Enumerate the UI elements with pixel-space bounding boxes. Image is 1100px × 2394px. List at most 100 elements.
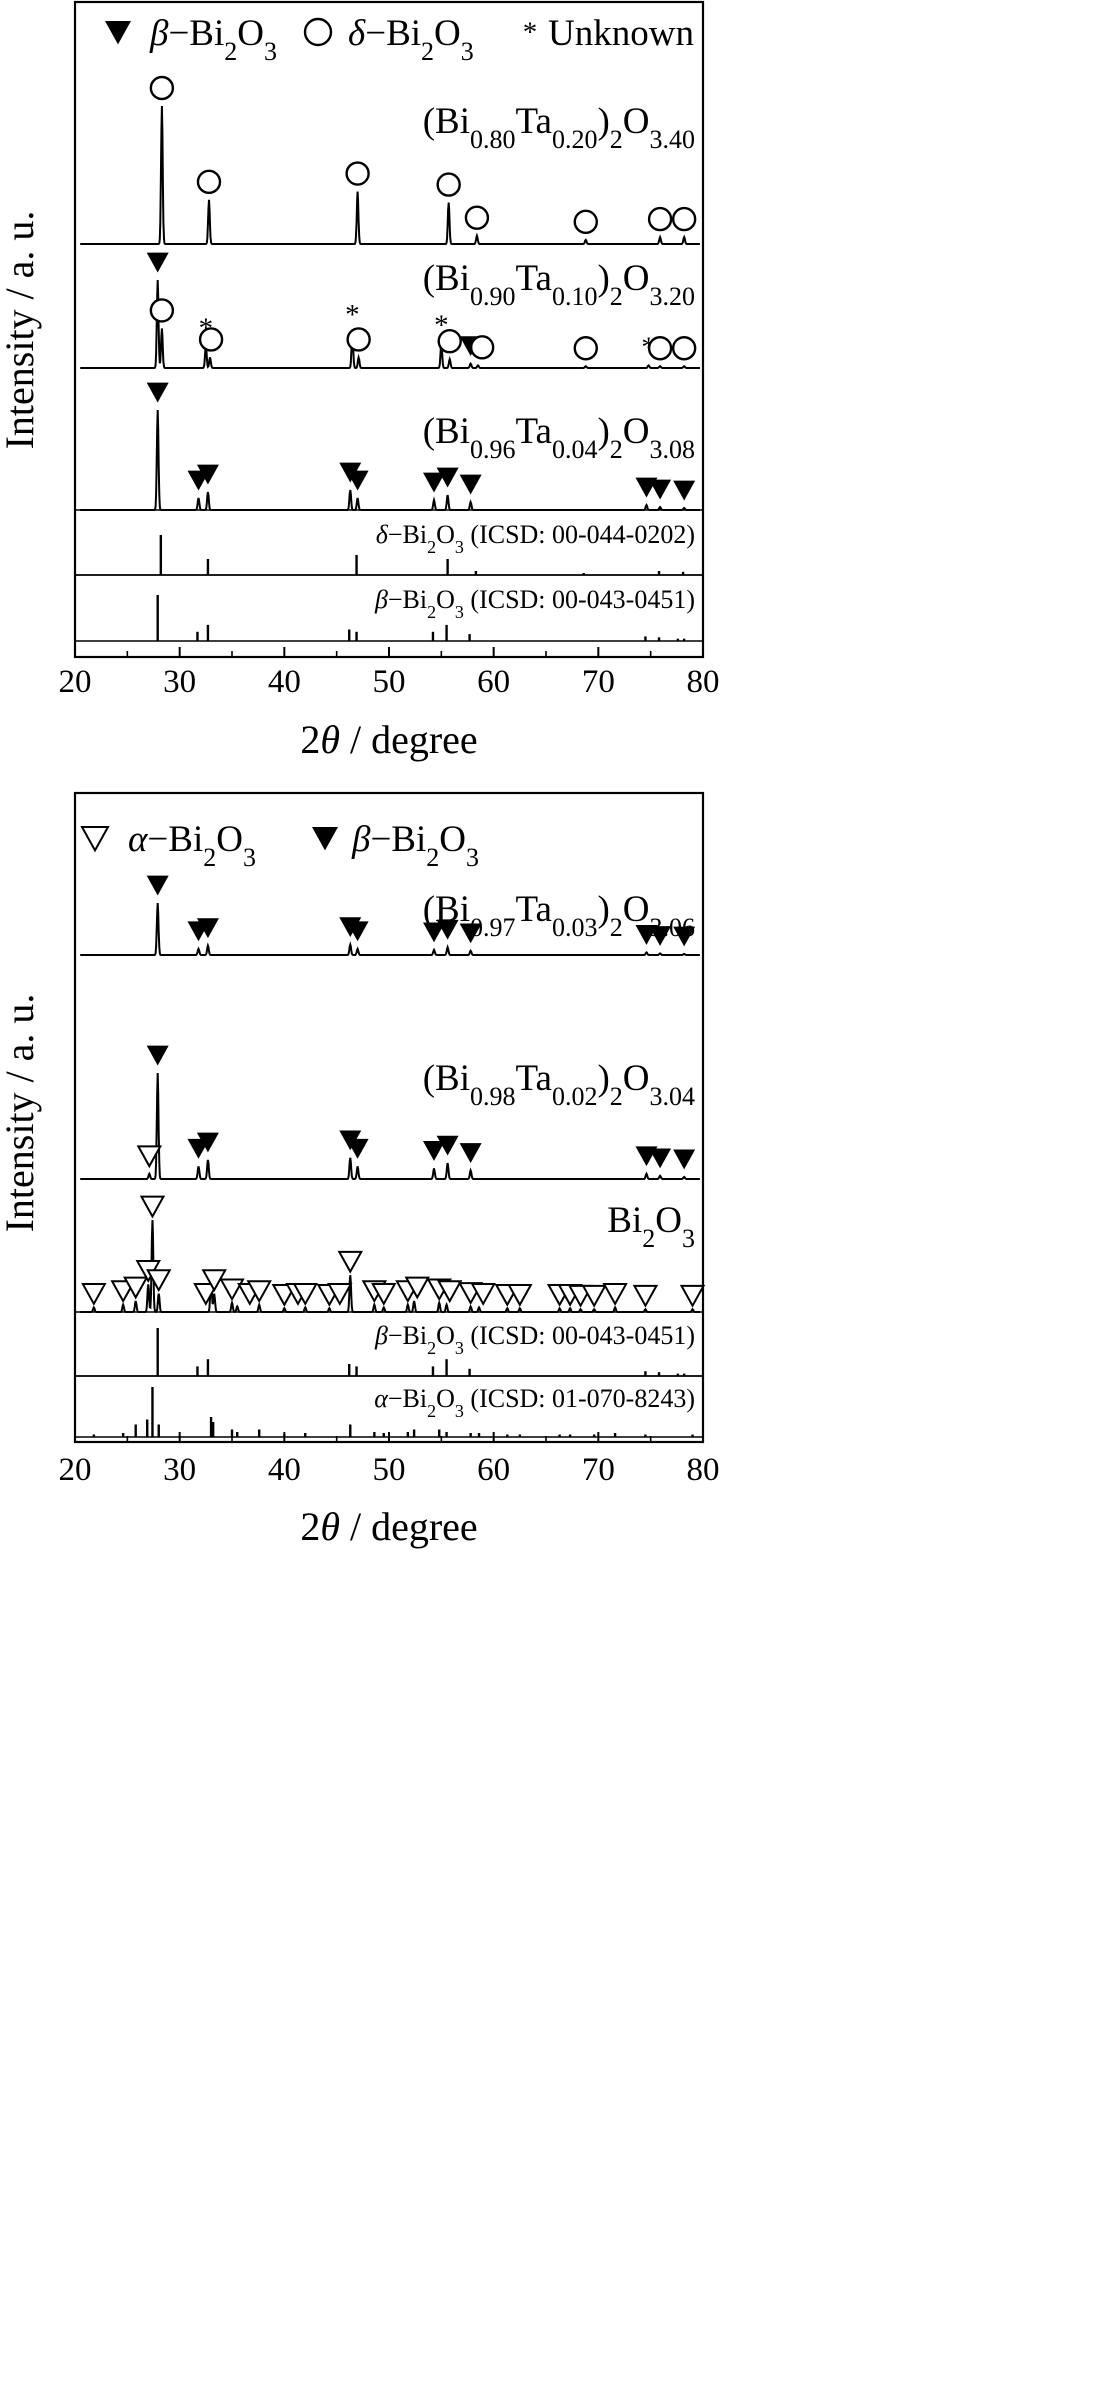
panel-1-pattern-2-marker-14	[671, 336, 697, 361]
panel-2-pattern-3-marker-16	[327, 1283, 353, 1306]
panel-1-pattern-1-marker-3	[345, 161, 370, 186]
panel-2-pattern-3-marker-11	[246, 1280, 272, 1304]
panel-2-pattern-1-marker-1	[146, 875, 169, 896]
panel-1-pattern-1-marker-2	[196, 169, 222, 195]
panel-1-series-label-3: (Bi0.96Ta0.04)2O3.08	[423, 411, 695, 464]
panel-2-pattern-3-marker-31	[581, 1284, 607, 1308]
panel-1-legend-marker-1	[105, 20, 131, 45]
panel-2-xtick-label-7: 80	[687, 1452, 720, 1488]
panel-1-pattern-1-marker-7	[647, 206, 673, 232]
panel-2-series-label-2: (Bi0.98Ta0.02)2O3.04	[423, 1058, 695, 1111]
panel-2-legend-marker-1	[80, 825, 110, 853]
panel-1-pattern-1-marker-8	[671, 206, 697, 232]
panel-2-legend-label-1: α−Bi2O3	[128, 819, 256, 872]
panel-2-pattern-3-marker-1	[81, 1283, 107, 1306]
panel-2-pattern-1-marker-10	[649, 926, 672, 946]
panel-1-pattern-2-marker-11	[573, 336, 598, 361]
panel-1-pattern-2-marker-10	[469, 335, 495, 360]
panel-2-pattern-1-marker-6	[423, 922, 446, 943]
panel-2-legend-marker-2	[312, 826, 338, 851]
panel-2-pattern-3-marker-5	[139, 1195, 166, 1219]
panel-1-pattern-1	[80, 105, 700, 245]
panel-2-pattern-3	[80, 1219, 700, 1313]
panel-2-pattern-1-marker-7	[436, 919, 459, 940]
panel-1-pattern-1-marker-5	[464, 205, 490, 230]
panel-2-legend-label-2: β−Bi2O3	[351, 819, 479, 872]
panel-2-pattern-3-marker-8	[201, 1269, 227, 1293]
panel-1-pattern-3-marker-7	[436, 467, 459, 488]
panel-2-pattern-3-marker-3	[123, 1276, 149, 1300]
panel-1-series-label-1: (Bi0.80Ta0.20)2O3.40	[423, 101, 695, 154]
panel-2-series-label-3: Bi2O3	[607, 1200, 695, 1253]
panel-2-pattern-3-marker-27	[507, 1283, 533, 1307]
panel-1-xtick-label-3: 40	[268, 664, 301, 700]
panel-2-pattern-2-marker-2	[146, 1045, 169, 1066]
panel-2-pattern-3-marker-14	[292, 1283, 318, 1306]
panel-2-pattern-3-marker-7	[193, 1283, 219, 1306]
panel-1-pattern-1-marker-6	[573, 209, 598, 235]
panel-2-pattern-2-marker-7	[423, 1141, 446, 1161]
panel-1-pattern-1-marker-1	[149, 75, 175, 101]
panel-2-pattern-2-marker-12	[673, 1149, 696, 1170]
panel-2-pattern-2-marker-9	[459, 1143, 482, 1163]
panel-1-pattern-3-marker-5	[346, 470, 369, 491]
panel-2-pattern-1-marker-5	[346, 921, 369, 942]
panel-1-pattern-2-marker-5: *	[345, 299, 360, 331]
panel-2-pattern-1	[80, 902, 700, 956]
panel-2-pattern-2-marker-4	[196, 1132, 219, 1153]
panel-2-pattern-3-marker-6	[146, 1269, 172, 1293]
panel-2-pattern-1-marker-3	[196, 918, 219, 939]
panel-1-ref-2-label: β−Bi2O3 (ICSD: 00-043-0451)	[374, 585, 695, 622]
panel-1-legend-marker-2	[303, 17, 333, 47]
panel-2-pattern-3-marker-21	[404, 1276, 430, 1300]
panel-1-pattern-2-marker-1	[146, 252, 169, 273]
panel-2-ref-2-label: α−Bi2O3 (ICSD: 01-070-8243)	[374, 1384, 695, 1421]
panel-1-pattern-2-marker-6	[346, 327, 371, 352]
panel-1-pattern-2-marker-2	[149, 298, 175, 323]
panel-2-pattern-3-marker-17	[337, 1250, 363, 1274]
panel-2-xtick-label-3: 40	[268, 1452, 301, 1488]
panel-1-x-axis-label: 2θ / degree	[300, 717, 477, 762]
panel-1-series-label-2: (Bi0.90Ta0.10)2O3.20	[423, 258, 695, 311]
panel-2-pattern-3-marker-34	[679, 1284, 706, 1308]
panel-1-xtick-label-2: 30	[163, 664, 196, 700]
panel-1-pattern-2-marker-8	[437, 329, 462, 354]
panel-1-legend-label-2: δ−Bi2O3	[348, 13, 474, 66]
panel-2-y-axis-label: Intensity / a. u.	[0, 994, 42, 1233]
panel-1-y-axis-label: Intensity / a. u.	[0, 211, 42, 450]
panel-2-pattern-3-marker-23	[437, 1280, 463, 1304]
panel-1-pattern-3-marker-11	[673, 480, 696, 501]
panel-1-xtick-label-6: 70	[582, 664, 615, 700]
panel-2-x-axis-label: 2θ / degree	[300, 1504, 477, 1549]
panel-1-pattern-3-marker-6	[423, 472, 446, 493]
panel-2-pattern-2-marker-8	[436, 1135, 459, 1156]
panel-1-pattern-3-marker-1	[146, 382, 169, 403]
panel-1-pattern-2-marker-4	[198, 327, 224, 352]
panel-2-xtick-label-1: 20	[59, 1452, 92, 1488]
panel-1-pattern-3	[80, 409, 700, 511]
panel-2-xtick-label-6: 70	[582, 1452, 615, 1488]
panel-2-pattern-3-marker-25	[470, 1283, 496, 1306]
panel-1-pattern-2	[80, 279, 700, 370]
panel-1-legend-marker-3: *	[523, 16, 538, 48]
panel-2-pattern-3-marker-32	[602, 1283, 628, 1306]
panel-1-xtick-label-1: 20	[59, 664, 92, 700]
panel-2-pattern-2-marker-1	[136, 1145, 163, 1169]
panel-1-legend-label-1: β−Bi2O3	[149, 13, 277, 66]
panel-1-legend-label-3: Unknown	[548, 13, 694, 54]
panel-1-pattern-1-marker-4	[436, 172, 461, 197]
panel-1-pattern-3-marker-8	[459, 474, 482, 495]
panel-2-pattern-2-marker-11	[649, 1148, 672, 1169]
panel-2-pattern-3-marker-19	[371, 1283, 397, 1306]
panel-1-pattern-3-marker-3	[196, 464, 219, 485]
panel-2-ref-1-label: β−Bi2O3 (ICSD: 00-043-0451)	[374, 1321, 695, 1358]
panel-2-pattern-3-marker-33	[632, 1284, 659, 1308]
panel-1-pattern-3-marker-10	[649, 479, 672, 500]
panel-2-xtick-label-4: 50	[373, 1452, 406, 1488]
panel-1-pattern-2-marker-13	[647, 336, 673, 361]
panel-2-pattern-1-marker-11	[673, 926, 696, 947]
panel-2-pattern-2	[80, 1072, 700, 1180]
panel-1-xtick-label-5: 60	[477, 664, 510, 700]
